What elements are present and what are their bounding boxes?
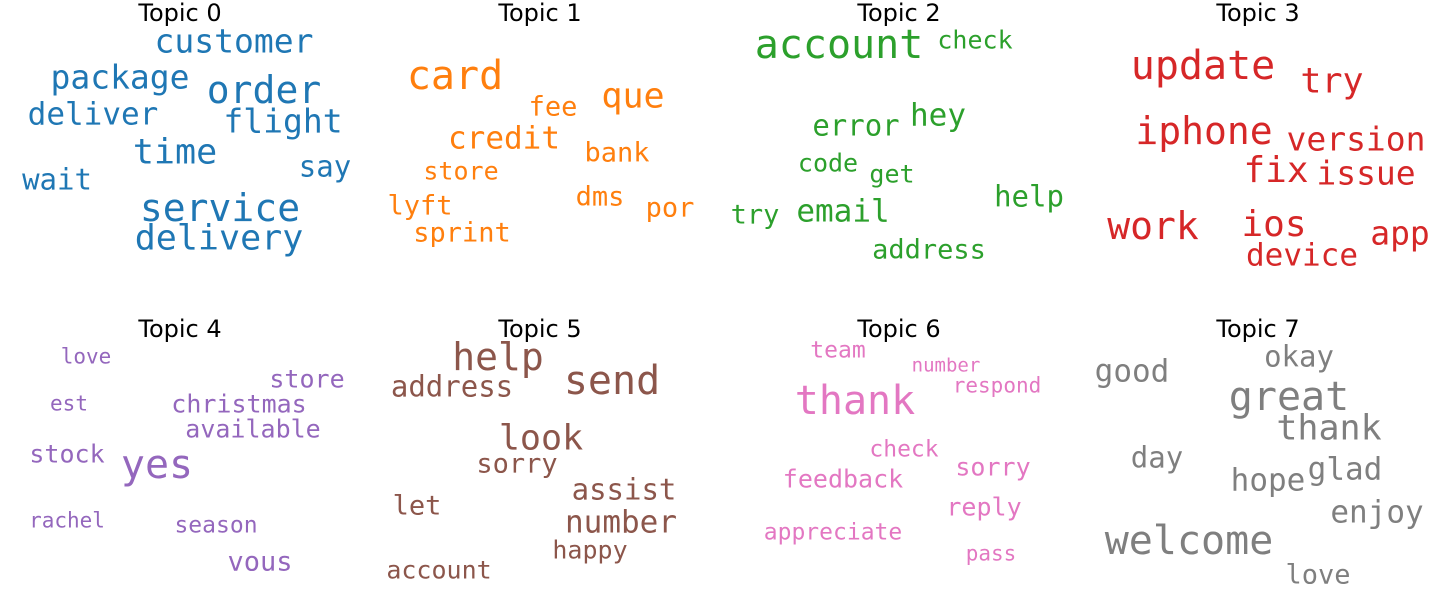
word: day xyxy=(1130,440,1184,475)
topic-panel-2: Topic 2 account check hey error code get help em… xyxy=(719,0,1079,300)
word: account xyxy=(386,555,492,585)
word: time xyxy=(132,132,218,173)
word: version xyxy=(1286,119,1426,159)
word: iphone xyxy=(1135,109,1273,153)
word: credit xyxy=(448,120,560,157)
word: sprint xyxy=(413,217,511,249)
word: okay xyxy=(1264,339,1334,374)
word: issue xyxy=(1316,153,1416,193)
topic-title: Topic 3 xyxy=(1216,0,1300,27)
word: number xyxy=(565,504,677,541)
word: good xyxy=(1094,353,1170,390)
word: por xyxy=(645,192,695,224)
word: thank xyxy=(1276,408,1382,449)
word: love xyxy=(1285,559,1351,591)
word: address xyxy=(390,369,514,404)
word: great xyxy=(1228,374,1350,420)
topic-title: Topic 7 xyxy=(1216,315,1300,343)
topic-panel-3: Topic 3 update try iphone version fix issue wor… xyxy=(1078,0,1438,300)
word: store xyxy=(269,364,345,394)
word: account xyxy=(754,22,924,68)
topic-title: Topic 5 xyxy=(498,315,582,343)
topic-panel-7: Topic 7 okay good great thank day glad hope enjo… xyxy=(1078,316,1438,604)
word: email xyxy=(796,193,890,230)
word: bank xyxy=(584,137,650,169)
word: service xyxy=(139,186,301,230)
word: code xyxy=(797,148,859,178)
word: number xyxy=(911,354,981,377)
word: try xyxy=(730,199,780,231)
word: device xyxy=(1246,237,1358,274)
topic-panel-5: Topic 5 help send address look sorry assist let… xyxy=(360,316,720,604)
word: card xyxy=(406,53,504,99)
word: hey xyxy=(910,97,966,134)
word: error xyxy=(812,108,900,143)
word: delivery xyxy=(134,218,304,259)
word: check xyxy=(937,25,1013,55)
word: store xyxy=(423,156,499,186)
word: app xyxy=(1370,213,1430,253)
word: update xyxy=(1130,43,1276,89)
word: glad xyxy=(1307,451,1383,488)
topic-title: Topic 0 xyxy=(138,0,222,27)
word: est xyxy=(50,391,88,416)
word: sorry xyxy=(955,452,1031,482)
word: lyft xyxy=(387,190,453,222)
word: available xyxy=(185,414,321,444)
word: yes xyxy=(120,442,194,488)
word: welcome xyxy=(1104,518,1274,564)
word: deliver xyxy=(27,96,159,133)
word: order xyxy=(206,68,322,112)
word: stock xyxy=(29,439,105,469)
word: package xyxy=(50,57,190,97)
word: thank xyxy=(794,378,916,424)
word: check xyxy=(869,436,939,463)
topic-panel-1: Topic 1 card que fee credit bank store dms por ly… xyxy=(360,0,720,300)
word: fix xyxy=(1243,150,1309,191)
word: team xyxy=(810,337,866,364)
word: assist xyxy=(571,472,677,507)
word: appreciate xyxy=(763,519,903,546)
word: hope xyxy=(1230,462,1306,499)
word: help xyxy=(452,335,544,379)
word: say xyxy=(298,149,352,184)
topic-panel-4: Topic 4 love store est christmas available sto… xyxy=(0,316,360,604)
word: happy xyxy=(552,535,628,565)
topic-panel-0: Topic 0 customer package order deliver flight… xyxy=(0,0,360,300)
word: ios xyxy=(1241,204,1307,245)
word: respond xyxy=(952,373,1042,398)
word: enjoy xyxy=(1330,494,1424,531)
word: fee xyxy=(528,91,578,123)
topic-title: Topic 1 xyxy=(498,0,582,27)
word: que xyxy=(601,76,665,117)
word: wait xyxy=(22,162,92,197)
word: christmas xyxy=(171,389,307,419)
topic-title: Topic 4 xyxy=(138,315,222,343)
word: sorry xyxy=(476,448,558,480)
word: address xyxy=(872,234,986,266)
word: vous xyxy=(227,546,293,578)
topic-panel-6: Topic 6 team number respond thank check sorry f… xyxy=(719,316,1079,604)
topic-title: Topic 6 xyxy=(857,315,941,343)
word: work xyxy=(1107,204,1199,248)
word: get xyxy=(869,159,915,189)
word: help xyxy=(994,179,1064,214)
word: try xyxy=(1300,61,1364,102)
word: pass xyxy=(965,541,1017,566)
word: reply xyxy=(946,492,1022,522)
word: dms xyxy=(575,181,625,213)
word: flight xyxy=(223,101,343,141)
word: feedback xyxy=(782,464,904,494)
word: look xyxy=(498,418,584,459)
word: love xyxy=(60,344,112,369)
topic-title: Topic 2 xyxy=(857,0,941,27)
word: let xyxy=(392,490,442,522)
word: rachel xyxy=(29,508,105,533)
word: season xyxy=(174,512,258,539)
word: customer xyxy=(154,21,314,61)
word: send xyxy=(563,358,661,404)
